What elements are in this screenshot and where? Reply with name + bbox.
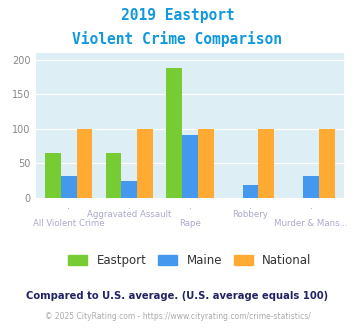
Bar (137, 129, 153, 198)
Text: Robbery: Robbery (233, 211, 268, 219)
Bar (242, 185, 258, 198)
Bar (258, 129, 274, 198)
Bar (198, 129, 214, 198)
Bar (61, 176, 77, 198)
Text: © 2025 CityRating.com - https://www.cityrating.com/crime-statistics/: © 2025 CityRating.com - https://www.city… (45, 312, 310, 321)
Bar (303, 176, 319, 198)
Bar (121, 181, 137, 198)
Bar (45, 153, 61, 198)
Text: Murder & Mans...: Murder & Mans... (274, 219, 348, 228)
Bar (77, 129, 92, 198)
Text: Violent Crime Comparison: Violent Crime Comparison (72, 31, 283, 47)
Text: Rape: Rape (179, 219, 201, 228)
Bar (106, 153, 121, 198)
Bar (319, 129, 335, 198)
Text: Aggravated Assault: Aggravated Assault (87, 211, 171, 219)
Bar (182, 135, 198, 198)
Legend: Eastport, Maine, National: Eastport, Maine, National (65, 250, 315, 271)
Bar (166, 68, 182, 198)
Text: Compared to U.S. average. (U.S. average equals 100): Compared to U.S. average. (U.S. average … (26, 291, 329, 301)
Text: All Violent Crime: All Violent Crime (33, 219, 105, 228)
Text: 2019 Eastport: 2019 Eastport (121, 8, 234, 23)
